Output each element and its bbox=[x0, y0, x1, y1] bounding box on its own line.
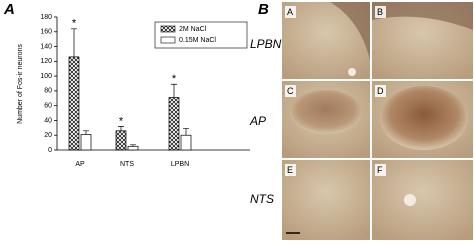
panel-label-bg bbox=[375, 85, 386, 97]
error-bar bbox=[118, 126, 124, 131]
panel-label-bg bbox=[285, 85, 296, 97]
y-tick-label: 140 bbox=[40, 43, 52, 50]
significance-mark: * bbox=[119, 115, 124, 127]
vessel bbox=[348, 68, 356, 76]
y-tick-label: 20 bbox=[44, 132, 52, 139]
bar bbox=[180, 134, 192, 151]
x-tick-label: NTS bbox=[120, 161, 134, 168]
y-tick-label: 180 bbox=[40, 14, 52, 21]
legend-swatch bbox=[160, 25, 176, 33]
micrograph bbox=[282, 160, 370, 240]
y-tick-label: 100 bbox=[40, 73, 52, 80]
micrographs bbox=[282, 2, 473, 240]
panel-label-bg bbox=[375, 6, 386, 18]
panel-label-bg bbox=[375, 164, 386, 176]
figure-label: A bbox=[3, 1, 15, 18]
y-tick-label: 0 bbox=[48, 147, 52, 154]
bar bbox=[168, 97, 180, 151]
stain bbox=[290, 90, 362, 134]
x-tick-label: LPBN bbox=[171, 161, 189, 168]
stain bbox=[380, 86, 468, 150]
panel-label: B bbox=[377, 7, 383, 17]
y-tick-label: 120 bbox=[40, 58, 52, 65]
micrograph bbox=[372, 160, 473, 240]
panel-label-bg bbox=[285, 164, 296, 176]
panel-label-bg bbox=[285, 6, 296, 18]
error-bar bbox=[171, 83, 177, 98]
bar bbox=[127, 145, 139, 151]
row-label: AP bbox=[249, 114, 266, 128]
panel-label: F bbox=[377, 165, 383, 175]
significance-mark: * bbox=[172, 73, 177, 85]
tissue-edge bbox=[330, 2, 473, 60]
row-label: LPBN bbox=[250, 37, 282, 51]
error-bar bbox=[130, 144, 136, 147]
legend-label: 2M NaCl bbox=[179, 26, 207, 33]
error-bar bbox=[71, 28, 77, 57]
legend-label: 0.15M NaCl bbox=[179, 37, 216, 44]
legend-swatch bbox=[160, 36, 176, 44]
bar bbox=[80, 134, 92, 151]
row-label: NTS bbox=[250, 192, 274, 206]
x-tick-label: AP bbox=[75, 161, 85, 168]
y-tick-label: 40 bbox=[44, 117, 52, 124]
panel-label: A bbox=[287, 7, 293, 17]
vessel bbox=[404, 194, 416, 206]
y-tick-label: 160 bbox=[40, 29, 52, 36]
panel-label: E bbox=[287, 165, 293, 175]
y-axis-title: Number of Fos-ir neurons bbox=[17, 44, 24, 124]
bar bbox=[115, 130, 127, 151]
bar bbox=[68, 56, 80, 151]
error-bar bbox=[83, 130, 89, 135]
y-tick-label: 60 bbox=[44, 103, 52, 110]
error-bar bbox=[183, 128, 189, 136]
y-tick-label: 80 bbox=[44, 88, 52, 95]
significance-mark: * bbox=[72, 18, 77, 30]
figure-label: B bbox=[258, 1, 269, 18]
panel-label: C bbox=[287, 86, 294, 96]
panel-label: D bbox=[377, 86, 384, 96]
